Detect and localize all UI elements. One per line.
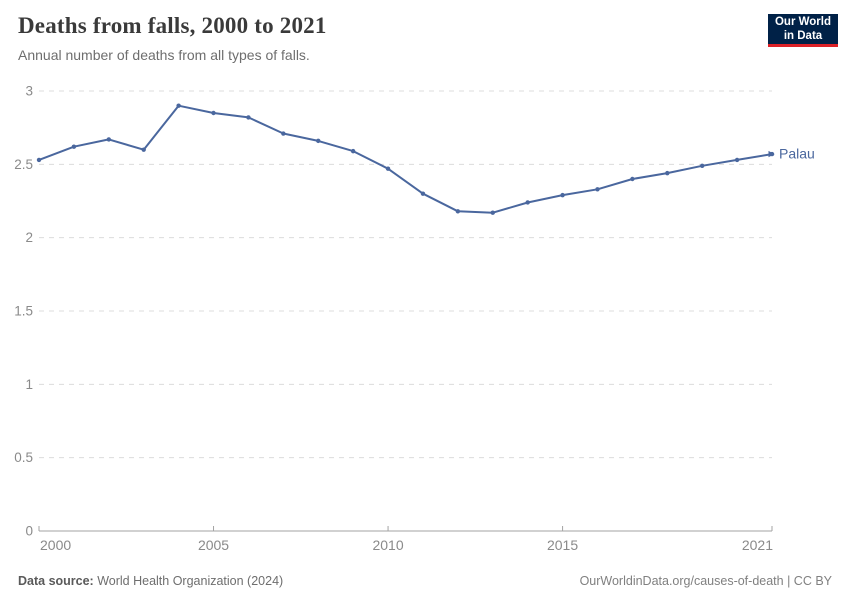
owid-logo: Our World in Data <box>768 14 838 47</box>
data-point <box>455 209 461 214</box>
data-point <box>176 103 181 108</box>
y-axis-tick-label: 3 <box>25 84 33 99</box>
y-axis-tick-label: 2 <box>25 230 33 245</box>
series-label-palau: Palau <box>779 146 815 162</box>
data-point <box>525 200 530 205</box>
data-point <box>316 138 321 144</box>
data-point <box>734 157 740 163</box>
data-point <box>560 192 565 198</box>
owid-logo-line2: in Data <box>783 30 823 42</box>
x-axis-tick-label: 2015 <box>547 537 578 553</box>
owid-logo-line1: Our World <box>774 15 831 28</box>
data-point <box>699 163 705 168</box>
data-source: Data source: World Health Organization (… <box>18 574 283 588</box>
chart-title: Deaths from falls, 2000 to 2021 <box>18 13 327 38</box>
y-axis-tick-label: 0.5 <box>14 450 33 465</box>
data-source-value: World Health Organization (2024) <box>93 574 284 588</box>
data-point <box>350 148 356 154</box>
chart-header: Deaths from falls, 2000 to 2021 Annual n… <box>18 12 832 63</box>
data-point <box>281 131 286 136</box>
data-point <box>36 157 42 163</box>
line-end-marker <box>768 150 775 158</box>
data-point <box>141 147 146 152</box>
x-axis-tick-label: 2000 <box>40 537 71 553</box>
chart-footer: Data source: World Health Organization (… <box>18 574 832 588</box>
data-point <box>630 176 635 182</box>
x-axis-tick-label: 2010 <box>372 537 403 553</box>
data-point <box>71 144 77 149</box>
data-source-label: Data source: <box>18 574 94 588</box>
series-line-palau <box>38 104 773 214</box>
data-point <box>385 166 391 171</box>
data-point <box>106 137 112 142</box>
attribution: OurWorldinData.org/causes-of-death | CC … <box>579 574 832 588</box>
data-point <box>246 115 251 120</box>
data-point <box>211 110 216 116</box>
y-axis-tick-label: 1.5 <box>14 304 33 319</box>
y-axis-tick-label: 0 <box>25 524 33 539</box>
chart-subtitle: Annual number of deaths from all types o… <box>18 46 310 63</box>
data-point <box>490 210 495 215</box>
data-point <box>595 187 600 192</box>
x-axis-tick-label: 2021 <box>742 537 773 553</box>
y-axis-tick-label: 2.5 <box>14 157 33 172</box>
data-point <box>420 191 426 196</box>
x-axis-tick-label: 2005 <box>198 537 229 553</box>
y-axis-tick-label: 1 <box>25 377 33 392</box>
data-point <box>665 170 670 176</box>
